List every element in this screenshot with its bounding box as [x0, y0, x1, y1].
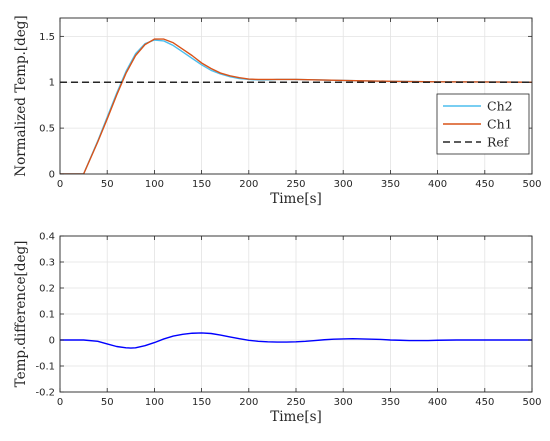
y-axis-label: Temp.difference[deg] — [13, 241, 29, 388]
x-tick-label: 150 — [192, 179, 211, 190]
x-tick-label: 500 — [522, 397, 541, 408]
series-line-ch1 — [60, 38, 532, 174]
x-tick-label: 350 — [381, 397, 400, 408]
x-tick-label: 100 — [145, 179, 164, 190]
y-tick-label: 0.1 — [39, 310, 55, 321]
x-tick-label: 250 — [286, 397, 305, 408]
legend-label-ch1: Ch1 — [487, 117, 513, 132]
x-tick-label: 350 — [381, 179, 400, 190]
x-tick-label: 0 — [57, 179, 63, 190]
x-axis-label: Time[s] — [270, 191, 322, 207]
y-tick-label: 1 — [49, 78, 55, 89]
y-tick-label: 0.4 — [39, 232, 55, 243]
x-tick-label: 200 — [239, 179, 258, 190]
y-tick-label: 0.3 — [39, 258, 55, 269]
series-line-difference — [60, 332, 532, 349]
x-tick-label: 250 — [286, 179, 305, 190]
x-tick-label: 150 — [192, 397, 211, 408]
y-axis-label: Normalized Temp.[deg] — [13, 15, 29, 176]
x-tick-label: 500 — [522, 179, 541, 190]
series-group — [60, 332, 532, 349]
x-tick-label: 400 — [428, 179, 447, 190]
y-tick-label: 1.5 — [39, 32, 55, 43]
x-tick-label: 100 — [145, 397, 164, 408]
x-axis-label: Time[s] — [270, 409, 322, 425]
y-tick-label: 0.2 — [39, 284, 55, 295]
legend-label-ch2: Ch2 — [487, 99, 513, 114]
y-tick-label: -0.2 — [35, 388, 55, 399]
y-tick-label: -0.1 — [35, 362, 55, 373]
y-tick-label: 0 — [49, 170, 55, 181]
y-tick-label: 0 — [49, 336, 55, 347]
bottom-chart: 0 50 100 150 200 250 300 350 400 450 500 -0.2 -0.1 0 0… — [13, 232, 542, 426]
top-chart: 0 50 100 150 200 250 300 350 400 450 500 0 0.5 1 1.5 Ti… — [13, 15, 542, 207]
x-tick-label: 450 — [475, 179, 494, 190]
x-tick-label: 450 — [475, 397, 494, 408]
y-tick-label: 0.5 — [39, 124, 55, 135]
legend-label-ref: Ref — [487, 135, 510, 150]
x-tick-label: 400 — [428, 397, 447, 408]
x-tick-label: 0 — [57, 397, 63, 408]
legend: Ch2 Ch1 Ref — [436, 93, 530, 155]
series-group — [60, 38, 532, 174]
x-tick-label: 300 — [334, 397, 353, 408]
x-tick-label: 200 — [239, 397, 258, 408]
x-tick-label: 50 — [101, 397, 114, 408]
x-tick-label: 300 — [334, 179, 353, 190]
x-tick-label: 50 — [101, 179, 114, 190]
